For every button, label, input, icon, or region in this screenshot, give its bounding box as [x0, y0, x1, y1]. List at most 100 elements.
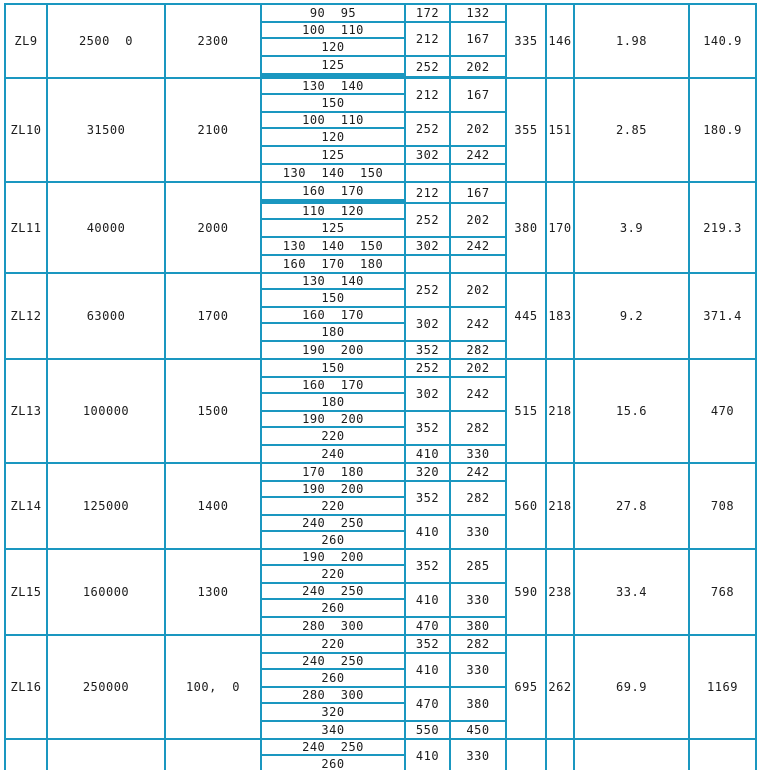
- bore-group: 190 200 220 352 285: [262, 550, 505, 584]
- col3-cell: 1500: [166, 360, 262, 462]
- length2-cell: 202: [466, 283, 490, 297]
- col3-cell: 1400: [166, 464, 262, 548]
- bore-stack: 170 180: [262, 464, 406, 480]
- bore-cell: 240 250: [262, 516, 404, 532]
- table-row: ZL10 31500 2100 130 140 150 212 167 100 110 120 2…: [6, 79, 755, 183]
- bore-cell: 180: [321, 395, 345, 409]
- bore-cell: 160 170: [262, 378, 404, 394]
- bore-cell: 125: [321, 58, 345, 72]
- bore-group: 130 140 150 252 202: [262, 274, 505, 308]
- bore-cell: 260: [321, 601, 345, 615]
- bore-stack: 125: [262, 57, 406, 76]
- bore-length-grid: 150 252 202 160 170 180 302 242 190 200 220 352 28…: [262, 360, 507, 462]
- length1-cell: 410: [406, 740, 451, 770]
- bore-cell: 190 200: [262, 550, 404, 566]
- bore-group: 100 110 120 212 167: [262, 23, 505, 57]
- length2-cell: 242: [466, 387, 490, 401]
- col10-cell: 180.9: [703, 123, 742, 137]
- length1-cell: 320: [406, 464, 451, 480]
- length1-cell: 252: [406, 360, 451, 376]
- col8-cell: 146: [547, 5, 575, 77]
- length1-cell: 410: [406, 516, 451, 548]
- bore-cell: 220: [321, 637, 345, 651]
- bore-cell: 220: [321, 429, 345, 443]
- bore-stack: 190 200 220: [262, 412, 406, 444]
- model-cell: ZL12: [6, 274, 48, 358]
- length2-cell: 330: [466, 749, 490, 763]
- bore-group: 90 95 172 132: [262, 5, 505, 23]
- col8-cell: 170: [547, 183, 575, 272]
- length2-cell: 242: [466, 317, 490, 331]
- bore-stack: 190 200: [262, 342, 406, 358]
- bore-stack: 190 200 220: [262, 550, 406, 582]
- bore-cell: 130 140: [262, 79, 404, 95]
- bore-cell: 150: [321, 96, 345, 110]
- table-row: ZL15 160000 1300 190 200 220 352 285 240 250 260…: [6, 550, 755, 636]
- bore-length-grid: 130 140 150 212 167 100 110 120 252 202 125 302 24…: [262, 79, 507, 181]
- bore-cell: 190 200: [262, 412, 404, 428]
- col9-cell: 15.6: [575, 360, 690, 462]
- bore-cell: 260: [321, 671, 345, 685]
- bore-length-grid: 220 352 282 240 250 260 410 330 280 300 320 470 38…: [262, 636, 507, 738]
- length1-cell: 252: [406, 274, 451, 306]
- length1-cell: 410: [406, 446, 451, 462]
- col10-cell: 1664: [690, 740, 755, 770]
- model-cell: ZL10: [6, 79, 48, 181]
- length2-cell: 242: [466, 239, 490, 253]
- bore-stack: 280 300: [262, 618, 406, 634]
- bore-stack: 220: [262, 636, 406, 652]
- col7-cell: 445: [507, 274, 547, 358]
- col8-cell: 262: [547, 636, 575, 738]
- bore-stack: 90 95: [262, 5, 406, 21]
- bore-group: 130 140 150 212 167: [262, 79, 505, 113]
- length2-cell: 330: [466, 593, 490, 607]
- bore-group: 240 250 260 410 330: [262, 740, 505, 770]
- model-cell: ZL11: [6, 183, 48, 272]
- col10-cell: 140.9: [703, 34, 742, 48]
- bore-cell: 220: [321, 499, 345, 513]
- bore-group: 130 140 150: [262, 165, 505, 181]
- table-row: ZL9 2500 0 2300 90 95 172 132 100 110 120 212 167…: [6, 5, 755, 79]
- model-cell: ZL14: [6, 464, 48, 548]
- length1-cell: 302: [406, 308, 451, 340]
- model-cell: ZL16: [6, 636, 48, 738]
- spec-table: ZL9 2500 0 2300 90 95 172 132 100 110 120 212 167…: [4, 3, 757, 770]
- model-cell: ZL17: [6, 740, 48, 770]
- bore-length-grid: 130 140 150 252 202 160 170 180 302 242 190 200 3…: [262, 274, 507, 358]
- bore-group: 170 180 320 242: [262, 464, 505, 482]
- length1-cell: 410: [406, 654, 451, 686]
- col3-cell: 2100: [166, 79, 262, 181]
- bore-cell: 240 250: [262, 740, 404, 756]
- col8-cell: 218: [547, 360, 575, 462]
- bore-stack: 240 250 260: [262, 584, 406, 616]
- length2-cell: 282: [466, 421, 490, 435]
- length2-cell: 330: [466, 663, 490, 677]
- bore-stack: 280 300 320: [262, 688, 406, 720]
- model-cell: ZL15: [6, 550, 48, 634]
- length1-cell: 252: [406, 204, 451, 236]
- length1-cell: 352: [406, 342, 451, 358]
- bore-group: 220 352 282: [262, 636, 505, 654]
- col3-cell: 2300: [166, 5, 262, 77]
- length1-cell: 302: [406, 238, 451, 254]
- col10-cell: 768: [710, 585, 735, 599]
- col9-cell: 3.9: [575, 183, 690, 272]
- col2-cell: 63000: [48, 274, 166, 358]
- length2-cell: 202: [466, 361, 490, 375]
- bore-stack: 125: [262, 147, 406, 163]
- bore-stack: 100 110 120: [262, 23, 406, 55]
- col10-cell: 1169: [707, 680, 738, 694]
- bore-stack: 160 170 180: [262, 378, 406, 410]
- bore-length-grid: 190 200 220 352 285 240 250 260 410 330 280 300 4…: [262, 550, 507, 634]
- bore-cell: 260: [321, 757, 345, 770]
- length2-cell: 167: [466, 88, 490, 102]
- table-row: ZL16 250000 100, 0 220 352 282 240 250 260 410 33…: [6, 636, 755, 740]
- col9-cell: 1.98: [575, 5, 690, 77]
- length1-cell: 252: [406, 57, 451, 76]
- col8-cell: 282: [547, 740, 575, 770]
- bore-group: 190 200 352 282: [262, 342, 505, 358]
- bore-stack: 130 140 150: [262, 238, 406, 254]
- length1-cell: 252: [406, 113, 451, 145]
- bore-cell: 150: [321, 291, 345, 305]
